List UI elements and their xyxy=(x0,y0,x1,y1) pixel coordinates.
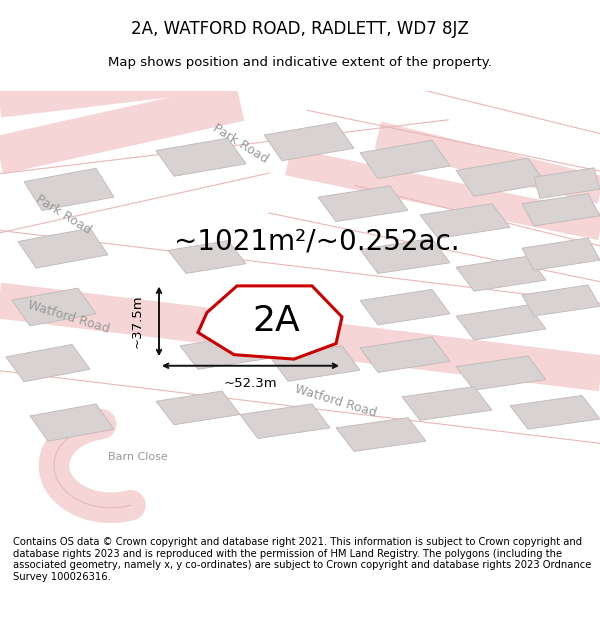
Polygon shape xyxy=(24,168,114,211)
Text: ~37.5m: ~37.5m xyxy=(130,294,143,348)
Polygon shape xyxy=(318,186,408,221)
Text: Watford Road: Watford Road xyxy=(26,298,112,336)
Polygon shape xyxy=(240,404,330,439)
Polygon shape xyxy=(168,241,246,274)
Polygon shape xyxy=(12,288,96,326)
Polygon shape xyxy=(18,228,108,268)
Polygon shape xyxy=(6,344,90,382)
Text: Park Road: Park Road xyxy=(33,192,93,237)
Polygon shape xyxy=(522,194,600,226)
Polygon shape xyxy=(522,238,600,271)
Text: Park Road: Park Road xyxy=(210,122,270,166)
Polygon shape xyxy=(456,305,546,340)
Polygon shape xyxy=(510,396,600,429)
Polygon shape xyxy=(456,356,546,390)
Polygon shape xyxy=(360,289,450,325)
Text: ~52.3m: ~52.3m xyxy=(224,377,278,390)
Polygon shape xyxy=(264,122,354,161)
Polygon shape xyxy=(336,418,426,451)
Text: Contains OS data © Crown copyright and database right 2021. This information is : Contains OS data © Crown copyright and d… xyxy=(13,537,592,582)
Text: ~1021m²/~0.252ac.: ~1021m²/~0.252ac. xyxy=(174,228,460,256)
Polygon shape xyxy=(522,285,600,316)
Text: Barn Close: Barn Close xyxy=(108,452,168,462)
Polygon shape xyxy=(420,204,510,238)
Polygon shape xyxy=(270,346,360,381)
Polygon shape xyxy=(534,168,600,199)
Polygon shape xyxy=(360,238,450,274)
Text: 2A, WATFORD ROAD, RADLETT, WD7 8JZ: 2A, WATFORD ROAD, RADLETT, WD7 8JZ xyxy=(131,20,469,38)
Text: Map shows position and indicative extent of the property.: Map shows position and indicative extent… xyxy=(108,56,492,69)
Polygon shape xyxy=(156,138,246,176)
Polygon shape xyxy=(456,256,546,291)
Polygon shape xyxy=(30,404,114,441)
Polygon shape xyxy=(402,387,492,421)
Polygon shape xyxy=(180,335,270,369)
Polygon shape xyxy=(198,286,342,359)
Polygon shape xyxy=(360,141,450,179)
Polygon shape xyxy=(456,158,546,196)
Polygon shape xyxy=(360,337,450,372)
Polygon shape xyxy=(156,391,240,425)
Text: Watford Road: Watford Road xyxy=(293,382,379,420)
Text: 2A: 2A xyxy=(252,304,300,338)
